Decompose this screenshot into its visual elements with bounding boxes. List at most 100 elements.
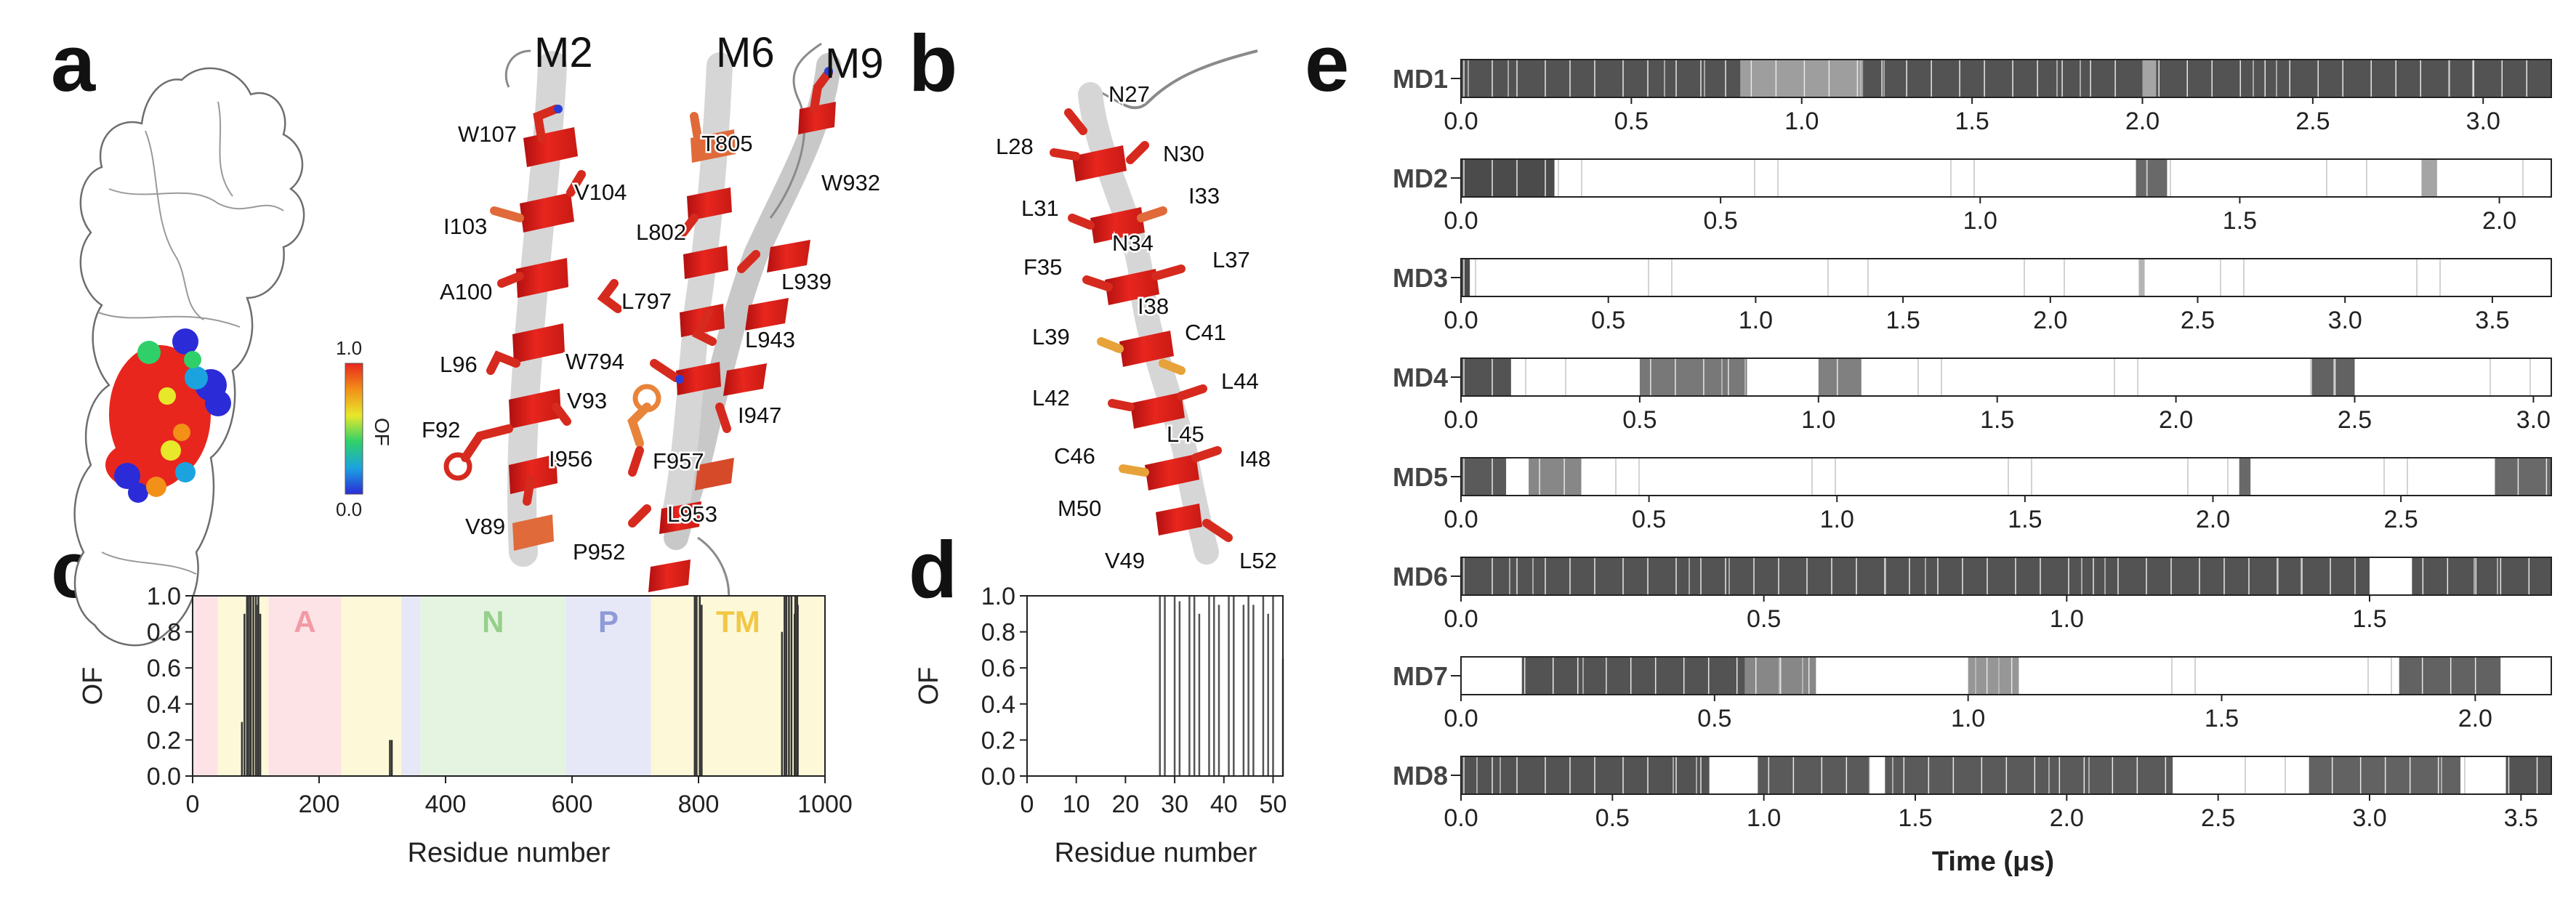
md-xtick-label-0: 0.0: [1444, 207, 1478, 235]
md-contact-segment-2: [1818, 358, 1861, 396]
md-contact-segment-4: [2156, 60, 2551, 97]
md-contact-segment-2: [1863, 60, 2143, 97]
md-xtick-label-2: 1.0: [1951, 705, 1985, 732]
panel-b-helix-cartoon: N27 L28 N30 L31 I33 N34 F35 L37 I38 L39 …: [994, 49, 1279, 575]
helix-label-m6: M6: [716, 29, 775, 76]
md-xtick-label-5: 2.5: [2383, 506, 2418, 533]
md-contact-segment-4: [2505, 756, 2551, 794]
panel-d-xtick-label-4: 40: [1210, 791, 1238, 818]
pb-turn-7: [1156, 504, 1202, 536]
md-xtick-label-1: 0.5: [1614, 108, 1649, 135]
side-chain-i48: [1191, 446, 1222, 462]
loop-trace-1: [769, 42, 822, 219]
domain-label-tm: TM: [716, 605, 760, 639]
m9-turn-7: [648, 559, 691, 592]
panel-c-bars: [241, 596, 799, 776]
residue-label-f92: F92: [422, 417, 460, 443]
side-chain-f35: [1082, 275, 1113, 291]
pb-turn-5: [1130, 392, 1185, 429]
helix-label-m2: M2: [534, 29, 593, 76]
panel-c-ytick-label-4: 0.8: [147, 619, 181, 647]
colorbar-max-label: 1.0: [336, 337, 362, 359]
md-contact-segment-3: [2142, 60, 2157, 97]
md-contact-segment-1: [1639, 358, 1747, 396]
panel-e-contact-strips: MD1 0.0 0.5 1.0 1.5 2.0 2.5 3.0 MD2 0.0 0.5 1.0 1.5 2…: [1393, 59, 2552, 832]
residue-label-n30: N30: [1163, 141, 1204, 166]
m2-turn-2: [520, 193, 574, 233]
domain-band-4: [401, 596, 421, 776]
residue-label-l42: L42: [1032, 385, 1070, 411]
md-xtick-label-1: 0.5: [1622, 406, 1657, 434]
panel-c-xtick-label-0: 0: [186, 791, 200, 818]
panel-c-xtick-label-5: 1000: [797, 791, 853, 818]
md-contact-segment-1: [2136, 159, 2168, 197]
md-contact-segment-3: [2495, 458, 2551, 496]
residue-label-l797: L797: [621, 288, 672, 314]
panel-b-loop-trace: [1090, 49, 1258, 110]
md-xtick-label-6: 3.0: [2466, 108, 2500, 135]
residue-label-c46: C46: [1054, 443, 1095, 469]
md-contact-segment-3: [2399, 657, 2501, 695]
md-contact-segment-0: [1461, 358, 1511, 396]
md-strip-frame: [1460, 656, 2552, 695]
md-xtick-label-0: 0.0: [1444, 506, 1478, 533]
residue-label-l939: L939: [781, 269, 832, 294]
pb-turn-4: [1119, 331, 1174, 367]
residue-label-f957: F957: [653, 448, 704, 474]
m9-turn-5: [695, 458, 734, 490]
residue-label-l943: L943: [745, 327, 795, 352]
side-chain-f957: [627, 403, 651, 448]
side-chain-w932: [810, 68, 833, 113]
nitrogen-w932: [824, 67, 833, 76]
m2-turn-6: [509, 454, 558, 494]
side-chain-n30: [1126, 141, 1149, 164]
panel-letter-e: e: [1305, 19, 1349, 108]
panel-a-surface-illustration: [73, 67, 305, 647]
md-contact-segment-1: [1758, 756, 1870, 794]
panel-c-xtick-label-2: 400: [425, 791, 467, 818]
panel-c-ytick-label-0: 0.0: [147, 763, 181, 791]
side-chain-i947: [715, 403, 731, 433]
domain-label-a: A: [294, 605, 315, 639]
panel-d-ylabel: OF: [914, 667, 944, 706]
md-xtick-label-2: 1.0: [1963, 207, 1997, 235]
residue-label-l37: L37: [1212, 247, 1250, 272]
panel-d-ytick-label-4: 0.8: [981, 619, 1015, 647]
colorbar-min-label: 0.0: [336, 498, 362, 520]
binding-patch-blue-4: [114, 463, 140, 489]
md-strip-background: [1461, 159, 2551, 197]
residue-label-l953: L953: [667, 501, 717, 527]
md-xtick-label-5: 2.5: [2201, 804, 2235, 832]
md-run-md5: MD5 0.0 0.5 1.0 1.5 2.0 2.5: [1393, 457, 2552, 533]
md-run-md3: MD3 0.0 0.5 1.0 1.5 2.0 2.5 3.0 3.5: [1393, 258, 2552, 334]
helix-label-m9: M9: [825, 40, 884, 87]
domain-band-5: [420, 596, 566, 776]
panel-d-ytick-label-0: 0.0: [981, 763, 1015, 791]
protein-surface-domain-line-2: [97, 312, 241, 328]
side-chain-l31: [1068, 214, 1095, 230]
binding-patch-blue-1: [172, 328, 198, 355]
side-chain-l52: [1202, 519, 1233, 542]
binding-patch-blue-5: [128, 482, 148, 503]
md-xtick-label-6: 3.0: [2516, 406, 2551, 434]
residue-label-a100: A100: [440, 279, 492, 304]
md-strip-frame: [1460, 357, 2552, 397]
binding-patch-cyan-2: [175, 462, 196, 482]
residue-label-t805: T805: [701, 131, 753, 156]
md-run-label: MD8: [1393, 761, 1448, 791]
side-chain-f92: [461, 424, 513, 462]
residue-label-v104: V104: [574, 179, 627, 205]
panel-d-chart: 0.0 0.2 0.4 0.6 0.8 1.0 0 10 20 30 40 50 OF Residu…: [914, 583, 1287, 868]
binding-patch-yellow-2: [158, 387, 176, 405]
protein-surface-domain-line-1: [108, 188, 284, 211]
m2-turn-1: [523, 127, 578, 167]
residue-label-n27: N27: [1108, 81, 1150, 107]
colorbar-title: OF: [371, 418, 393, 446]
panel-letter-d: d: [909, 525, 957, 615]
md-contact-segment-2: [1968, 657, 2019, 695]
m2-turn-5: [509, 389, 561, 429]
md-xtick-label-3: 1.5: [1898, 804, 1932, 832]
m2-turn-7: [512, 514, 554, 551]
colorbar-gradient: [345, 363, 363, 495]
panel-d-ytick-label-3: 0.6: [981, 655, 1015, 682]
